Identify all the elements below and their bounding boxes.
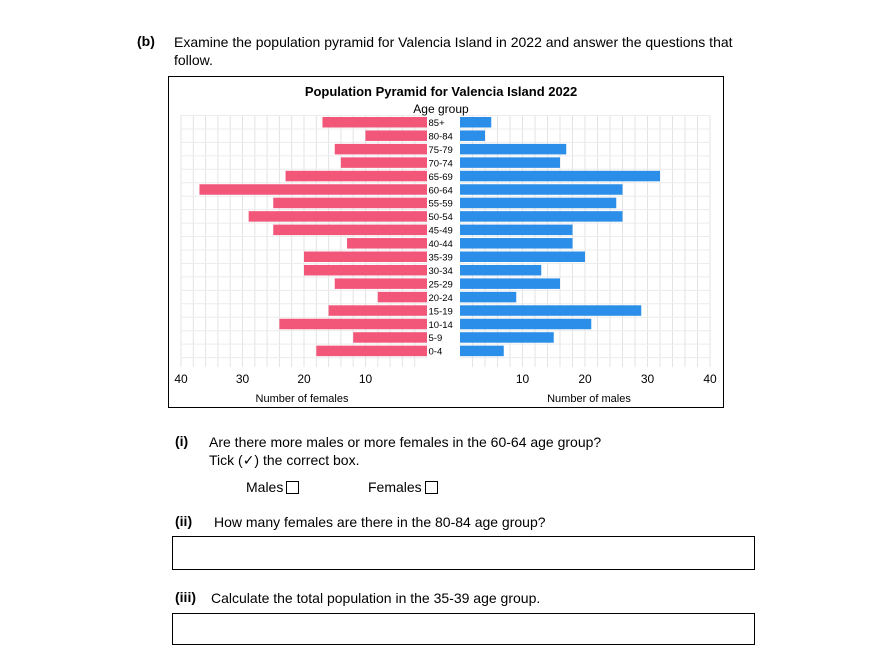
age-group-label: 0-4	[429, 347, 443, 358]
female-bar	[199, 184, 427, 195]
male-bar	[460, 291, 517, 303]
age-group-label: 10-14	[429, 320, 453, 331]
female-bar	[304, 251, 427, 262]
female-bar	[304, 264, 427, 276]
answer-box-ii[interactable]	[172, 536, 755, 570]
female-bar	[279, 318, 427, 330]
males-tickbox[interactable]	[286, 481, 300, 494]
female-bar	[273, 224, 427, 236]
male-axis-tick-label: 30	[641, 372, 655, 386]
question-ii-label: (ii)	[175, 513, 193, 529]
male-axis-tick-label: 40	[703, 372, 717, 386]
age-group-label: 35-39	[429, 253, 453, 264]
male-bar	[460, 305, 642, 316]
female-bar	[316, 345, 427, 357]
question-i-label: (i)	[175, 433, 189, 449]
female-bar	[273, 197, 427, 209]
part-b-label: (b)	[137, 33, 155, 49]
female-bar	[365, 130, 427, 141]
female-bar	[340, 157, 427, 168]
part-b-line-2: follow.	[174, 52, 213, 68]
age-group-label: 5-9	[429, 333, 443, 344]
labels: Population Pyramid for Valencia Island 2…	[174, 84, 717, 405]
female-axis-tick-label: 20	[297, 372, 311, 386]
male-bar	[460, 143, 567, 155]
male-bar	[460, 224, 573, 236]
male-bar	[460, 238, 573, 249]
chart-frame: Population Pyramid for Valencia Island 2…	[168, 76, 724, 408]
age-group-label: 30-34	[429, 266, 453, 277]
question-i-instruction: Tick (✓) the correct box.	[209, 452, 360, 468]
age-group-label: 70-74	[429, 158, 453, 169]
female-bar	[328, 305, 427, 316]
male-bar	[460, 130, 485, 141]
question-iii-text: Calculate the total population in the 35…	[211, 590, 541, 606]
male-bar	[460, 170, 660, 182]
age-group-label: 60-64	[429, 185, 453, 196]
female-bar	[334, 278, 427, 289]
female-bar	[285, 170, 427, 182]
female-axis-tick-label: 10	[359, 372, 373, 386]
female-bar	[353, 332, 427, 343]
female-axis-title: Number of females	[256, 393, 349, 405]
chart-title: Population Pyramid for Valencia Island 2…	[305, 84, 577, 99]
female-bar	[248, 211, 427, 222]
age-group-label: 40-44	[429, 239, 453, 250]
question-iii-label: (iii)	[175, 589, 196, 605]
age-group-label: 20-24	[429, 293, 453, 304]
females-tickbox[interactable]	[424, 481, 438, 494]
male-bar	[460, 184, 623, 195]
age-group-label: 85+	[429, 118, 446, 129]
question-i-text: Are there more males or more females in …	[209, 434, 602, 450]
age-group-label: 55-59	[429, 199, 453, 210]
age-group-label: 15-19	[429, 306, 453, 317]
males-option: Males	[246, 478, 300, 496]
male-bar	[460, 157, 560, 168]
age-group-label: 25-29	[429, 279, 453, 290]
male-axis-title: Number of males	[547, 393, 631, 405]
male-bar	[460, 117, 492, 128]
question-ii-text: How many females are there in the 80-84 …	[214, 514, 546, 530]
male-bar	[460, 345, 504, 357]
females-option: Females	[368, 478, 438, 496]
female-axis-tick-label: 40	[174, 372, 188, 386]
male-axis-tick-label: 20	[578, 372, 592, 386]
male-bar	[460, 318, 592, 330]
male-axis-tick-label: 10	[516, 372, 530, 386]
age-group-label: 45-49	[429, 226, 453, 237]
male-bar	[460, 251, 585, 262]
male-bar	[460, 278, 560, 289]
female-bar	[322, 117, 427, 128]
part-b-line-1: Examine the population pyramid for Valen…	[174, 34, 733, 50]
male-bar	[460, 197, 617, 209]
female-bar	[334, 143, 427, 155]
age-group-label: 65-69	[429, 172, 453, 183]
males-option-label: Males	[246, 479, 284, 495]
age-group-label: 80-84	[429, 131, 453, 142]
female-bar	[377, 291, 427, 303]
bars	[199, 117, 660, 357]
age-group-axis-label: Age group	[413, 102, 469, 116]
answer-box-iii[interactable]	[172, 613, 755, 645]
male-bar	[460, 211, 623, 222]
females-option-label: Females	[368, 479, 422, 495]
age-group-label: 75-79	[429, 145, 453, 156]
age-group-label: 50-54	[429, 212, 453, 223]
population-pyramid-chart: Population Pyramid for Valencia Island 2…	[174, 84, 717, 405]
male-bar	[460, 264, 542, 276]
male-bar	[460, 332, 554, 343]
female-bar	[347, 238, 427, 249]
female-axis-tick-label: 30	[236, 372, 250, 386]
